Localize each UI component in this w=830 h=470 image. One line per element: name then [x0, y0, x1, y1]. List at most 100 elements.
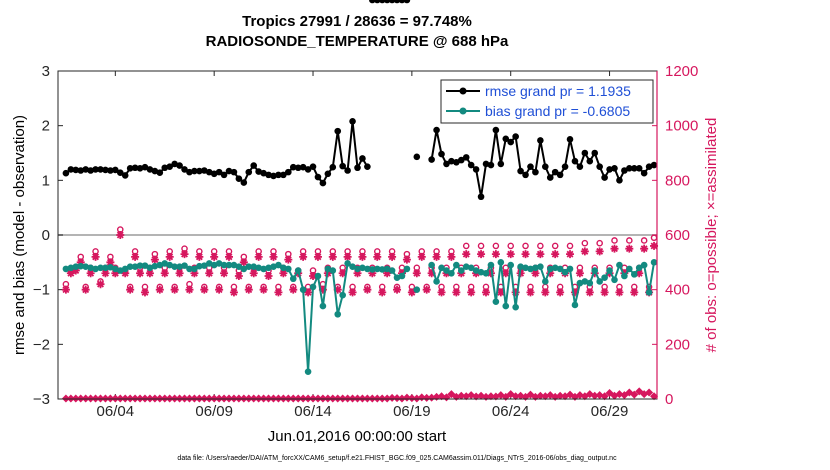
- bias-point: [176, 263, 183, 271]
- bias-point: [354, 265, 361, 273]
- obs-assimilated-marker: [462, 250, 471, 259]
- obs-bottom-marker: [323, 394, 332, 403]
- obs-possible-marker: [581, 239, 589, 247]
- rmse-point: [314, 173, 322, 181]
- obs-assimilated-marker: [244, 285, 253, 294]
- obs-bottom-marker: [160, 394, 169, 403]
- x-tick-label: 06/04: [97, 403, 135, 420]
- rmse-point: [324, 170, 332, 178]
- rmse-point: [220, 171, 228, 179]
- obs-assimilated-marker: [289, 285, 298, 294]
- bias-point: [62, 265, 70, 273]
- rmse-point: [67, 166, 75, 173]
- y-axis-label: rmse and bias (model - observation): [11, 115, 28, 355]
- obs-bottom-marker: [600, 392, 609, 401]
- obs-assimilated-marker: [195, 252, 204, 261]
- obs-possible-marker: [566, 242, 574, 250]
- rmse-point: [77, 167, 85, 174]
- obs-assimilated-marker: [600, 288, 609, 297]
- bias-point: [403, 265, 411, 273]
- rmse-point: [136, 165, 144, 172]
- obs-assimilated-marker: [467, 288, 476, 297]
- bias-point: [87, 264, 94, 272]
- obs-assimilated-marker: [551, 250, 560, 259]
- obs-assimilated-marker: [338, 269, 347, 278]
- obs-bottom-marker: [279, 394, 288, 403]
- bias-point: [462, 263, 470, 271]
- obs-possible-marker: [537, 242, 544, 250]
- obs-bottom-marker: [383, 394, 392, 403]
- bias-point: [250, 263, 258, 271]
- rmse-point: [265, 171, 272, 179]
- obs-assimilated-marker: [225, 252, 234, 261]
- obs-possible-marker: [492, 242, 500, 250]
- obs-bottom-marker: [106, 394, 115, 403]
- y-tick-label: −1: [33, 282, 50, 299]
- rmse-point: [561, 163, 569, 170]
- obs-assimilated-marker: [239, 258, 248, 267]
- obs-assimilated-marker: [486, 269, 495, 278]
- rmse-point: [92, 166, 99, 173]
- rmse-point: [640, 169, 648, 177]
- obs-assimilated-marker: [393, 285, 402, 294]
- obs-bottom-marker: [536, 391, 545, 400]
- rmse-point: [398, 0, 406, 4]
- rmse-point: [546, 174, 554, 181]
- bias-point: [566, 265, 574, 273]
- obs-assimilated-marker: [145, 269, 154, 278]
- obs-assimilated-marker: [155, 285, 164, 294]
- obs-bottom-marker: [373, 394, 382, 403]
- rmse-point: [487, 161, 495, 169]
- rmse-point: [131, 164, 139, 172]
- bias-point: [235, 263, 243, 271]
- rmse-point: [186, 168, 193, 176]
- rmse-point: [235, 175, 243, 182]
- rmse-point: [532, 168, 539, 176]
- bias-point: [121, 265, 129, 273]
- obs-bottom-marker: [210, 394, 219, 403]
- obs-bottom-marker: [249, 394, 258, 403]
- bias-point: [200, 262, 208, 269]
- obs-assimilated-marker: [254, 252, 263, 261]
- obs-assimilated-marker: [640, 244, 649, 253]
- bias-point: [546, 265, 554, 273]
- rmse-point: [196, 167, 203, 175]
- obs-bottom-marker: [427, 393, 436, 402]
- bias-point: [181, 262, 188, 269]
- y2-tick-label: 0: [665, 391, 673, 408]
- obs-assimilated-marker: [190, 269, 199, 278]
- rmse-point: [191, 167, 198, 175]
- rmse-point: [556, 171, 564, 179]
- bias-point: [616, 261, 623, 269]
- rmse-point: [176, 162, 183, 169]
- rmse-point: [329, 163, 337, 171]
- bias-point: [240, 265, 248, 273]
- rmse-point: [413, 153, 421, 161]
- obs-bottom-marker: [170, 394, 179, 403]
- y-tick-label: 2: [42, 118, 50, 135]
- obs-assimilated-marker: [210, 252, 219, 261]
- bias-point: [102, 264, 109, 272]
- obs-assimilated-marker: [383, 269, 392, 278]
- obs-assimilated-marker: [353, 269, 362, 278]
- bias-point: [448, 269, 455, 277]
- footer-data-file: data file: /Users/raeder/DAI/ATM_forcXX/…: [177, 455, 617, 462]
- bias-point: [131, 263, 139, 271]
- bias-point: [556, 265, 564, 273]
- obs-bottom-marker: [136, 394, 145, 403]
- obs-assimilated-marker: [412, 269, 421, 278]
- rmse-point: [112, 166, 119, 174]
- bias-point: [289, 275, 297, 283]
- bias-point: [428, 261, 435, 269]
- rmse-point: [126, 165, 134, 172]
- rmse-point: [650, 161, 658, 169]
- bias-point: [527, 265, 534, 273]
- obs-assimilated-marker: [150, 255, 159, 264]
- legend-box: [440, 79, 654, 124]
- obs-assimilated-marker: [432, 252, 441, 261]
- obs-bottom-marker: [205, 394, 214, 403]
- rmse-point: [522, 171, 529, 179]
- rmse-point: [601, 174, 608, 181]
- obs-assimilated-marker: [131, 252, 140, 261]
- rmse-point: [616, 177, 623, 184]
